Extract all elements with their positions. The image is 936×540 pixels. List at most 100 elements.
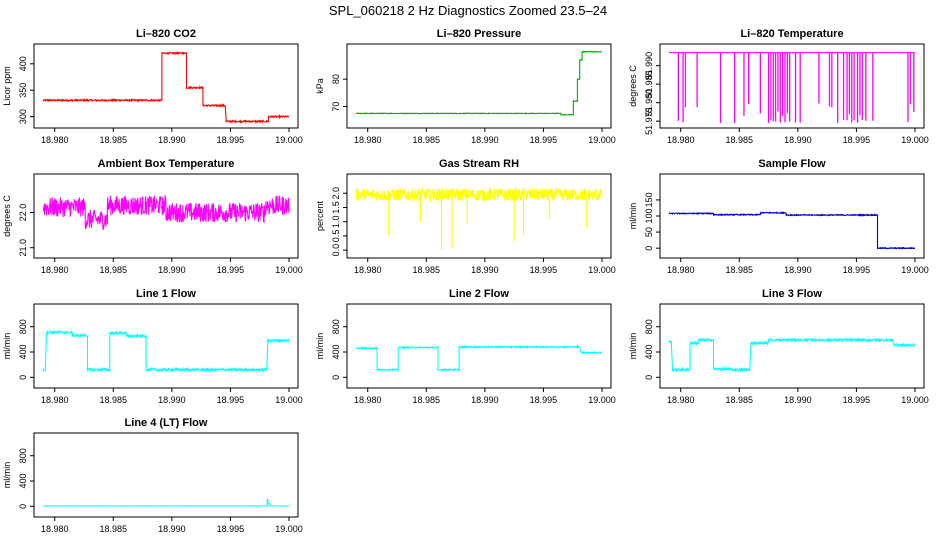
x-tick-label: 19.000 xyxy=(275,395,303,405)
x-tick-label: 18.995 xyxy=(217,135,245,145)
x-tick-label: 19.000 xyxy=(588,265,616,275)
y-tick-label: 800 xyxy=(644,319,654,334)
x-tick-label: 18.980 xyxy=(41,135,69,145)
x-tick-label: 19.000 xyxy=(275,135,303,145)
y-axis-label: kPa xyxy=(315,78,325,94)
x-tick-label: 18.980 xyxy=(41,395,69,405)
chart-panel-5: Gas Stream RH 18.980 18.985 18.990 18.995 19.… xyxy=(315,158,616,275)
y-axis-label: ml/min xyxy=(2,333,12,360)
x-tick-label: 19.000 xyxy=(901,135,929,145)
y-axis-label: ml/min xyxy=(315,333,325,360)
y-tick-label: 2.0 xyxy=(331,187,341,200)
x-tick-label: 18.980 xyxy=(667,265,695,275)
chart-panel-9: Line 3 Flow 18.980 18.985 18.990 18.995 19.00… xyxy=(628,288,929,405)
x-tick-label: 19.000 xyxy=(901,265,929,275)
x-tick-label: 18.995 xyxy=(217,395,245,405)
x-tick-label: 18.990 xyxy=(471,135,499,145)
x-tick-label: 18.985 xyxy=(100,135,128,145)
chart-panel-2: Li–820 Pressure 18.980 18.985 18.990 18.995 1… xyxy=(315,28,616,145)
y-tick-label: 0.0 xyxy=(331,244,341,257)
chart-panel-10: Line 4 (LT) Flow 18.980 18.985 18.990 18.995… xyxy=(2,417,303,534)
x-tick-label: 18.995 xyxy=(530,135,558,145)
x-tick-label: 18.985 xyxy=(100,265,128,275)
x-tick-label: 18.990 xyxy=(784,135,812,145)
x-tick-label: 18.995 xyxy=(530,265,558,275)
y-tick-label: 80 xyxy=(331,74,341,84)
y-tick-label: 51.980 xyxy=(644,89,654,117)
data-series-line xyxy=(42,194,290,231)
x-tick-label: 18.990 xyxy=(158,265,186,275)
x-tick-label: 18.985 xyxy=(726,395,754,405)
plot-frame xyxy=(33,173,299,259)
data-series-line xyxy=(355,186,603,203)
chart-title: Line 3 Flow xyxy=(762,288,822,300)
x-tick-label: 18.990 xyxy=(158,395,186,405)
x-tick-label: 18.995 xyxy=(843,265,871,275)
y-tick-label: 300 xyxy=(18,109,28,124)
x-tick-label: 18.990 xyxy=(471,395,499,405)
x-tick-label: 19.000 xyxy=(588,135,616,145)
x-tick-label: 18.985 xyxy=(413,135,441,145)
x-tick-label: 19.000 xyxy=(901,395,929,405)
y-tick-label: 0 xyxy=(331,375,341,380)
chart-panel-1: Li–820 CO2 18.980 18.985 18.990 18.995 19.000… xyxy=(2,28,303,145)
y-axis-label: percent xyxy=(315,200,325,231)
y-tick-label: 400 xyxy=(18,56,28,71)
chart-title: Li–820 CO2 xyxy=(136,28,196,40)
x-tick-label: 18.980 xyxy=(667,135,695,145)
x-tick-label: 18.985 xyxy=(413,395,441,405)
data-series-line xyxy=(355,50,602,116)
x-tick-label: 18.995 xyxy=(843,395,871,405)
data-series-line xyxy=(43,498,290,507)
plot-frame xyxy=(346,303,612,389)
y-tick-label: 800 xyxy=(331,319,341,334)
y-tick-label: 1.5 xyxy=(331,201,341,214)
x-tick-label: 18.980 xyxy=(354,135,382,145)
plot-frame xyxy=(33,43,299,129)
data-series-line xyxy=(42,329,290,373)
y-axis-label: ml/min xyxy=(628,203,638,230)
data-series-line xyxy=(355,344,603,372)
x-tick-label: 18.995 xyxy=(217,524,245,534)
y-axis-label: ml/min xyxy=(2,462,12,489)
chart-title: Line 2 Flow xyxy=(449,288,509,300)
plot-frame xyxy=(659,43,925,129)
y-axis-label: degrees C xyxy=(628,65,638,107)
x-tick-label: 18.980 xyxy=(667,395,695,405)
x-tick-label: 18.980 xyxy=(41,265,69,275)
y-tick-label: 22.0 xyxy=(18,204,28,222)
plot-frame xyxy=(346,173,612,259)
y-tick-label: 70 xyxy=(331,102,341,112)
x-tick-label: 19.000 xyxy=(275,265,303,275)
plot-frame xyxy=(33,303,299,389)
plot-frame xyxy=(659,173,925,259)
x-tick-label: 18.980 xyxy=(354,395,382,405)
figure-title: SPL_060218 2 Hz Diagnostics Zoomed 23.5–… xyxy=(328,3,608,18)
y-tick-label: 400 xyxy=(18,473,28,488)
x-tick-label: 18.980 xyxy=(354,265,382,275)
plot-frame xyxy=(33,432,299,518)
x-tick-label: 18.990 xyxy=(158,135,186,145)
y-tick-label: 51.990 xyxy=(644,52,654,80)
chart-title: Li–820 Pressure xyxy=(437,28,521,40)
x-tick-label: 18.990 xyxy=(158,524,186,534)
y-tick-label: 400 xyxy=(331,344,341,359)
x-tick-label: 18.985 xyxy=(100,395,128,405)
chart-panel-6: Sample Flow 18.980 18.985 18.990 18.995 19.00… xyxy=(628,158,929,275)
y-tick-label: 0 xyxy=(644,246,654,251)
data-series-line xyxy=(42,50,290,125)
chart-title: Sample Flow xyxy=(758,158,826,170)
x-tick-label: 18.995 xyxy=(530,395,558,405)
chart-panel-4: Ambient Box Temperature 18.980 18.985 18.99… xyxy=(2,158,303,275)
data-series-line xyxy=(668,336,916,373)
y-axis-label: ml/min xyxy=(628,333,638,360)
y-tick-label: 1.0 xyxy=(331,215,341,228)
data-series-line xyxy=(668,211,916,250)
x-tick-label: 18.995 xyxy=(217,265,245,275)
y-tick-label: 350 xyxy=(18,83,28,98)
y-tick-label: 50 xyxy=(644,227,654,237)
chart-title: Gas Stream RH xyxy=(439,158,519,170)
y-tick-label: 400 xyxy=(644,344,654,359)
x-tick-label: 18.985 xyxy=(413,265,441,275)
